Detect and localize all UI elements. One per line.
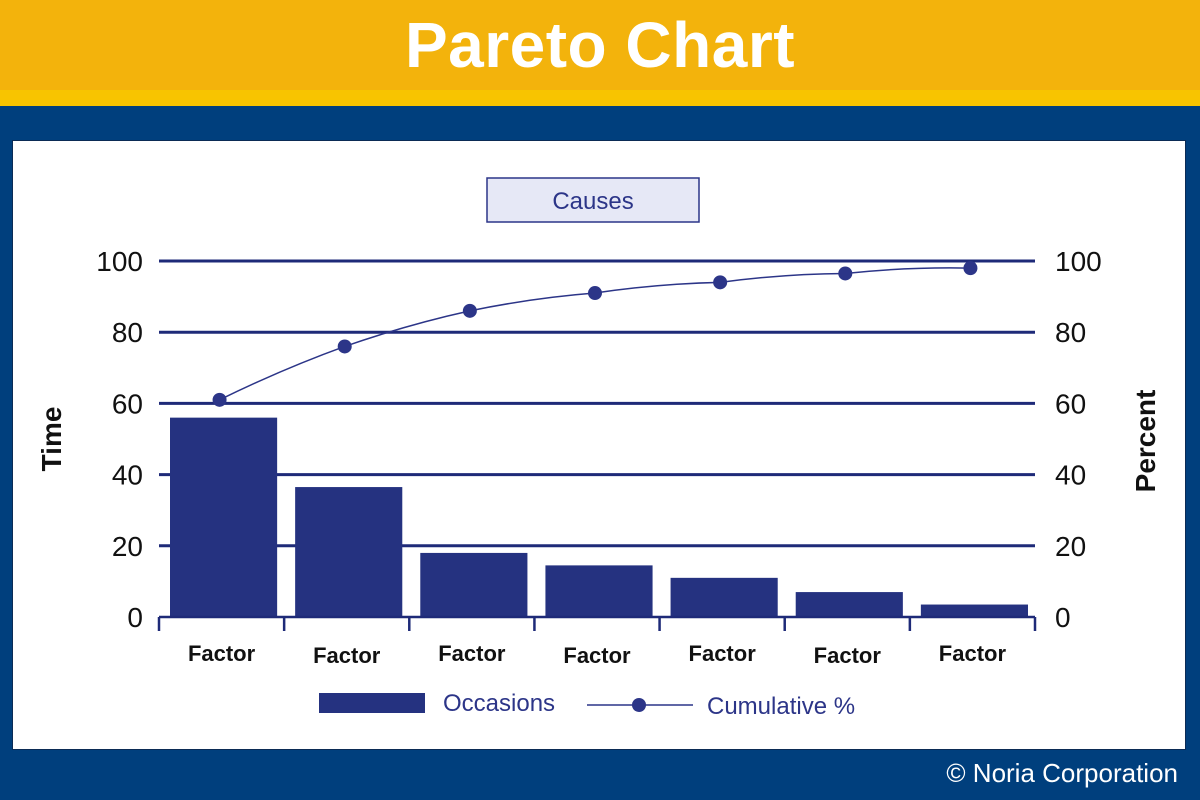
chart-title: Causes [552,188,633,215]
category-label: Factor [313,643,381,668]
category-label: Factor [188,641,256,666]
header-banner: Pareto Chart [0,0,1200,90]
y-tick-label: 40 [112,460,143,491]
chart-title-box [486,177,700,223]
y2-axis-title: Percent [1130,390,1161,493]
page-title: Pareto Chart [404,9,796,81]
legend-bar-label: Occasions [443,690,555,717]
cumulative-point [838,266,853,281]
y-tick-label: 20 [112,531,143,562]
cumulative-point [963,261,978,276]
bar [920,604,1028,617]
cumulative-point [713,275,728,290]
copyright-credit: © Noria Corporation [946,758,1178,788]
y2-tick-label: 60 [1055,388,1086,419]
category-label: Factor [563,643,631,668]
y-tick-label: 0 [127,602,143,633]
legend-line-label: Cumulative % [707,693,855,720]
cumulative-point [212,392,227,407]
banner-strip [0,90,1200,106]
y2-tick-label: 80 [1055,317,1086,348]
y-tick-label: 80 [112,317,143,348]
bar [295,487,403,617]
y-axis-title: Time [36,407,67,472]
bar [670,577,778,617]
y-tick-label: 100 [96,246,143,277]
category-label: Factor [939,641,1007,666]
category-label: Factor [689,641,757,666]
chart-panel: Causes 0 0 20 20 40 40 60 60 80 80 100 100 Factor Fact… [12,140,1186,750]
cumulative-point [588,286,602,301]
bar [170,417,278,617]
y2-tick-label: 40 [1055,460,1086,491]
y2-tick-label: 20 [1055,531,1086,562]
category-label: Factor [814,643,882,668]
cumulative-point [462,303,477,318]
bar [795,592,903,617]
bar [545,565,653,617]
legend-line-marker [632,698,646,712]
legend-bar-swatch [319,693,425,713]
y2-tick-label: 0 [1055,602,1071,633]
y-tick-label: 60 [112,388,143,419]
y2-tick-label: 100 [1055,246,1102,277]
bar [420,552,528,617]
category-label: Factor [438,641,506,666]
pareto-chart: Causes 0 0 20 20 40 40 60 60 80 80 100 100 Factor Fact… [36,177,1161,720]
cumulative-point [337,339,352,354]
